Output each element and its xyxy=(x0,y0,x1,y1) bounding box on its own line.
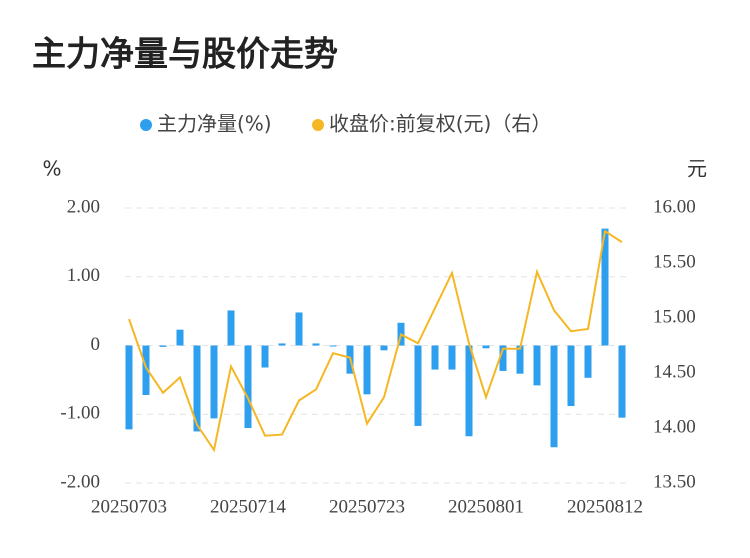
x-tick-label: 20250812 xyxy=(567,496,643,517)
legend-marker xyxy=(140,119,152,131)
bar xyxy=(329,345,337,347)
legend-marker xyxy=(312,119,324,131)
bar xyxy=(142,345,150,395)
bar xyxy=(618,345,626,418)
bar xyxy=(312,343,320,346)
bar xyxy=(176,329,184,346)
y2-tick-label: 13.50 xyxy=(653,471,696,492)
bar xyxy=(584,345,592,378)
bar xyxy=(363,345,371,395)
bar xyxy=(465,345,473,437)
bar xyxy=(414,345,422,426)
x-tick-label: 20250714 xyxy=(210,496,287,517)
x-tick-label: 20250801 xyxy=(448,496,524,517)
y2-axis-unit: 元 xyxy=(687,157,707,181)
bar xyxy=(261,345,269,368)
bar xyxy=(482,345,490,349)
y-tick-label: 0 xyxy=(91,334,101,355)
bar xyxy=(193,345,201,432)
bar xyxy=(295,312,303,346)
bar xyxy=(431,345,439,370)
legend-label: 主力净量(%) xyxy=(157,112,272,136)
bar xyxy=(125,345,133,430)
x-tick-label: 20250723 xyxy=(329,496,405,517)
bar xyxy=(227,310,235,346)
bar xyxy=(159,345,167,347)
y-axis-unit: % xyxy=(42,157,61,181)
bar xyxy=(533,345,541,386)
y2-tick-label: 15.50 xyxy=(653,251,696,272)
x-tick-label: 20250703 xyxy=(91,496,167,517)
y-tick-label: 1.00 xyxy=(67,265,100,286)
price-line xyxy=(128,229,623,453)
bar xyxy=(244,345,252,428)
y-tick-label: 2.00 xyxy=(67,196,100,217)
bar xyxy=(499,345,507,371)
bar xyxy=(210,345,218,419)
y-tick-label: -1.00 xyxy=(60,403,100,424)
y-tick-label: -2.00 xyxy=(60,471,100,492)
legend-label: 收盘价:前复权(元)（右） xyxy=(329,112,551,136)
bar xyxy=(380,345,388,351)
bar xyxy=(516,345,524,374)
bar xyxy=(278,343,286,346)
bar xyxy=(601,228,609,346)
bar xyxy=(567,345,575,406)
y2-tick-label: 16.00 xyxy=(653,196,696,217)
bar xyxy=(550,345,558,448)
bar xyxy=(448,345,456,370)
y2-tick-label: 14.50 xyxy=(653,361,696,382)
y2-tick-label: 15.00 xyxy=(653,306,696,327)
chart-title: 主力净量与股价走势 xyxy=(32,35,338,75)
y2-tick-label: 14.00 xyxy=(653,416,696,437)
